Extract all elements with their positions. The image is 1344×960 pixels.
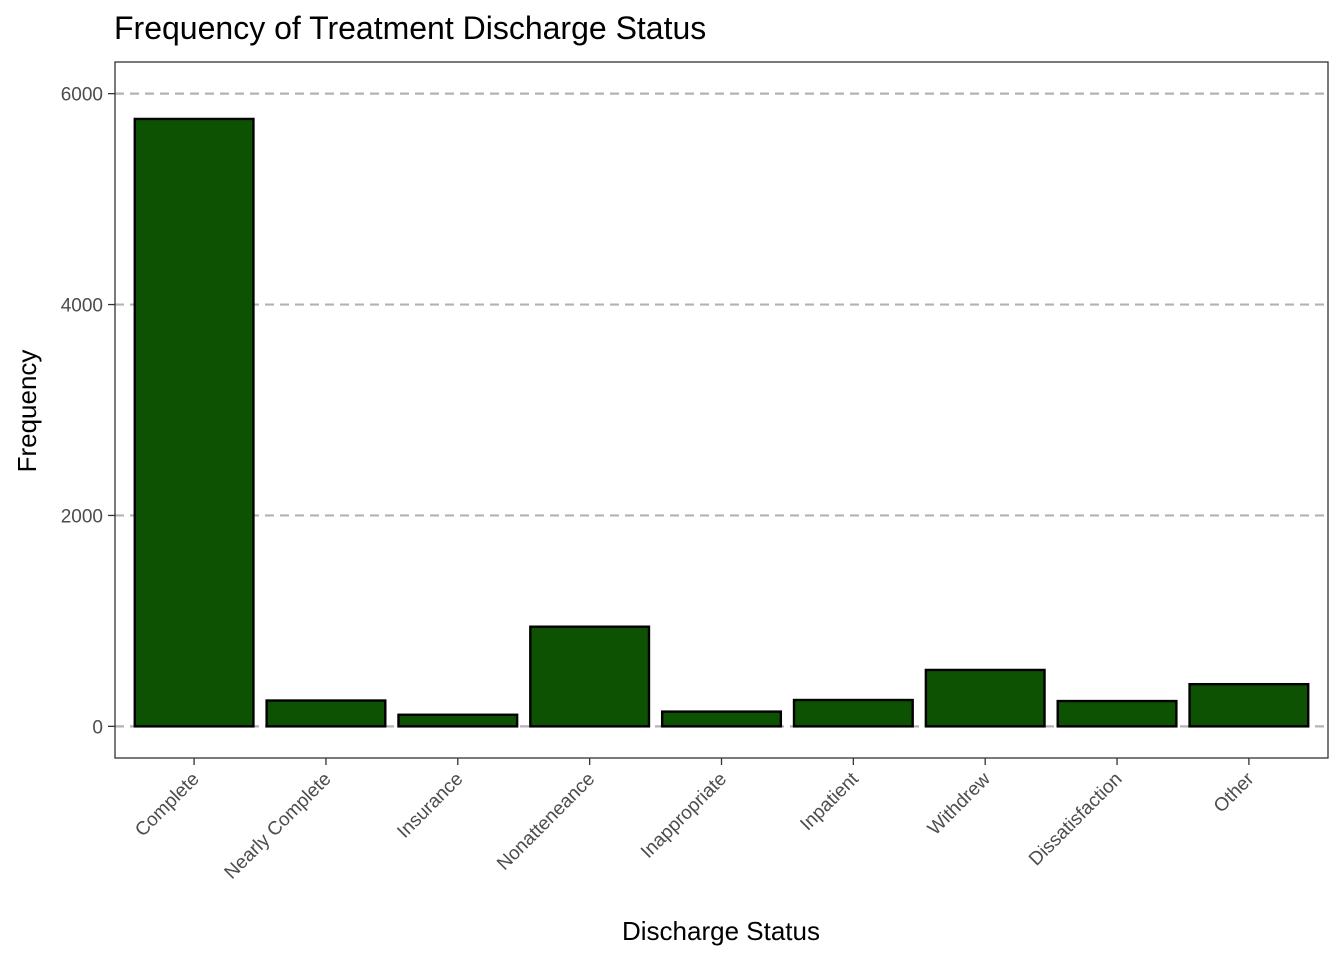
x-axis-title: Discharge Status bbox=[622, 916, 820, 946]
y-tick-label-1: 2000 bbox=[61, 506, 103, 527]
bar-7 bbox=[1056, 699, 1178, 728]
bar-4 bbox=[660, 710, 783, 728]
bar-0 bbox=[133, 117, 255, 728]
y-tick-label-3: 6000 bbox=[61, 85, 103, 106]
bar-5 bbox=[792, 698, 914, 728]
plot-panel-border bbox=[114, 61, 1329, 759]
x-tick-label-6: Withdrew bbox=[924, 768, 995, 839]
x-tick-label-2: Insurance bbox=[393, 769, 467, 843]
bar-1 bbox=[265, 699, 387, 728]
bars bbox=[133, 117, 1310, 728]
x-tick-label-3: Nonatteneance bbox=[493, 769, 599, 875]
x-tick-label-4: Inappropriate bbox=[637, 769, 731, 863]
bar-8 bbox=[1188, 682, 1310, 728]
y-tick-label-0: 0 bbox=[92, 717, 103, 738]
x-tick-label-0: Complete bbox=[131, 769, 203, 841]
gridlines bbox=[115, 92, 1328, 728]
bar-2 bbox=[397, 713, 519, 728]
x-tick-label-1: Nearly Complete bbox=[221, 769, 336, 884]
x-tick-label-7: Dissatisfaction bbox=[1025, 769, 1126, 870]
x-tick-label-8: Other bbox=[1210, 768, 1259, 817]
chart-title: Frequency of Treatment Discharge Status bbox=[114, 10, 706, 46]
bar-3 bbox=[529, 625, 651, 728]
x-tick-label-5: Inpatient bbox=[796, 768, 863, 835]
y-axis-title: Frequency bbox=[12, 350, 42, 473]
y-tick-label-2: 4000 bbox=[61, 296, 103, 317]
bar-6 bbox=[924, 668, 1046, 728]
